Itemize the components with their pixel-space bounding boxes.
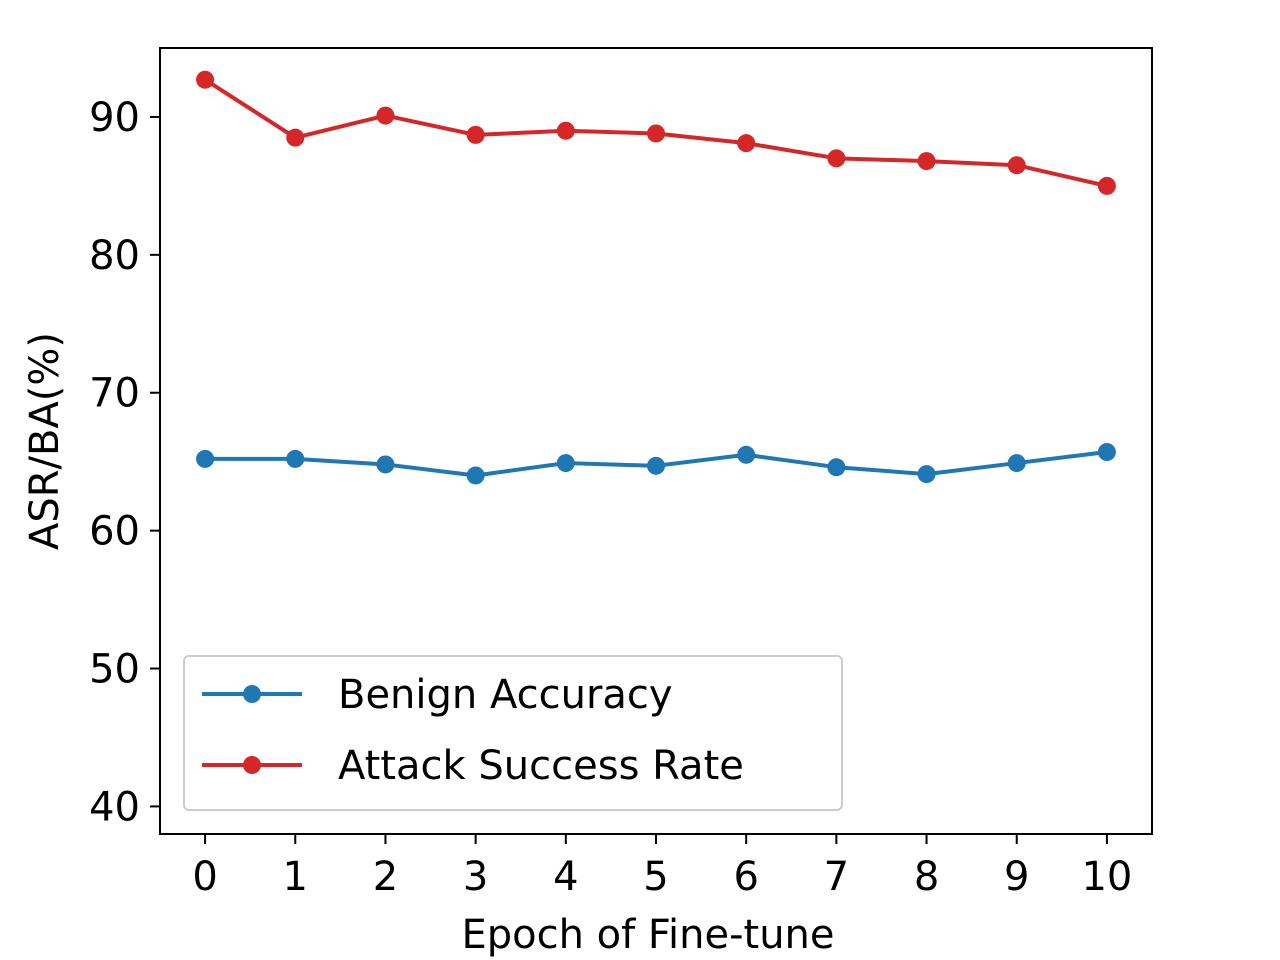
legend-box <box>183 655 843 811</box>
data-point-benign-accuracy <box>466 466 485 485</box>
data-point-attack-success-rate <box>647 124 665 143</box>
x-tick-label: 1 <box>283 854 308 900</box>
data-point-benign-accuracy <box>556 454 575 473</box>
data-point-benign-accuracy <box>737 445 756 464</box>
y-tick-label: 60 <box>89 509 140 555</box>
legend: Benign Accuracy Attack Success Rate <box>183 655 843 811</box>
y-tick-label: 80 <box>89 233 140 279</box>
x-tick-label: 5 <box>643 854 668 900</box>
data-point-benign-accuracy <box>286 449 305 468</box>
series-layer <box>196 70 1116 485</box>
legend-marker-attack-success-rate <box>243 756 261 774</box>
x-axis-title: Epoch of Fine-tune <box>461 912 834 958</box>
x-tick-label: 8 <box>914 854 939 900</box>
data-point-attack-success-rate <box>286 128 305 147</box>
data-point-benign-accuracy <box>1097 443 1116 462</box>
y-tick-label: 40 <box>89 784 140 830</box>
x-tick-label: 3 <box>463 854 488 900</box>
data-point-benign-accuracy <box>196 449 215 468</box>
y-tick-label: 50 <box>89 647 140 693</box>
y-axis-ticks: 40 50 60 70 80 90 <box>89 95 160 830</box>
data-point-attack-success-rate <box>737 134 756 153</box>
x-tick-label: 7 <box>824 854 849 900</box>
data-point-benign-accuracy <box>376 455 395 474</box>
x-tick-label: 9 <box>1004 854 1029 900</box>
x-tick-label: 10 <box>1081 854 1132 900</box>
data-point-attack-success-rate <box>1097 176 1116 195</box>
data-point-benign-accuracy <box>1007 454 1026 473</box>
legend-entries: Benign Accuracy Attack Success Rate <box>202 672 744 789</box>
y-tick-label: 70 <box>89 371 140 417</box>
y-axis-title: ASR/BA(%) <box>22 332 68 550</box>
x-tick-label: 0 <box>192 854 217 900</box>
data-point-attack-success-rate <box>827 149 846 168</box>
legend-label-attack-success-rate: Attack Success Rate <box>338 743 744 789</box>
plot-frame <box>159 47 1153 835</box>
y-tick-label: 90 <box>89 95 140 141</box>
x-axis-ticks: 0 1 2 3 4 5 6 7 8 9 10 <box>192 834 1132 900</box>
x-tick-label: 6 <box>733 854 758 900</box>
legend-label-benign-accuracy: Benign Accuracy <box>338 672 673 718</box>
data-point-attack-success-rate <box>1007 156 1026 175</box>
data-point-attack-success-rate <box>917 152 936 171</box>
x-tick-label: 4 <box>553 854 578 900</box>
data-point-benign-accuracy <box>917 465 936 484</box>
data-point-attack-success-rate <box>556 121 575 140</box>
data-point-benign-accuracy <box>647 456 665 475</box>
legend-marker-benign-accuracy <box>243 685 261 703</box>
data-point-attack-success-rate <box>466 125 485 144</box>
data-point-attack-success-rate <box>196 70 215 89</box>
x-tick-label: 2 <box>373 854 398 900</box>
data-point-benign-accuracy <box>827 458 846 477</box>
data-point-attack-success-rate <box>376 106 395 125</box>
